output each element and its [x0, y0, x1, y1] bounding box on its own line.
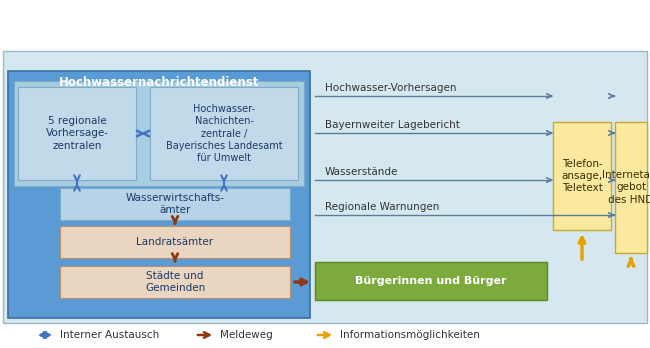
Text: Städte und
Gemeinden: Städte und Gemeinden	[145, 271, 205, 293]
Text: Informationsmöglichkeiten: Informationsmöglichkeiten	[340, 330, 480, 340]
Text: Wasserstände: Wasserstände	[325, 167, 398, 177]
Bar	[3, 51, 647, 323]
Bar	[60, 226, 290, 258]
Text: Hochwasser-
Nachichten-
zentrale /
Bayerisches Landesamt
für Umwelt: Hochwasser- Nachichten- zentrale / Bayer…	[166, 104, 282, 163]
Text: Hochwassernachrichtendienst: Hochwassernachrichtendienst	[58, 77, 259, 89]
Text: Wasserwirtschafts-
ämter: Wasserwirtschafts- ämter	[125, 193, 224, 215]
Text: Internetan-
gebot
des HND: Internetan- gebot des HND	[602, 170, 650, 205]
Bar	[315, 262, 547, 300]
Text: Telefon-
ansage,
Teletext: Telefon- ansage, Teletext	[562, 159, 603, 193]
Bar	[18, 87, 136, 180]
Bar	[553, 122, 611, 230]
Bar	[14, 81, 304, 186]
Text: Bayernweiter Lagebericht: Bayernweiter Lagebericht	[325, 120, 460, 130]
Bar	[8, 71, 310, 318]
Text: Landratsämter: Landratsämter	[136, 237, 214, 247]
Text: Interner Austausch: Interner Austausch	[60, 330, 159, 340]
Text: 5 regionale
Vorhersage-
zentralen: 5 regionale Vorhersage- zentralen	[46, 116, 109, 151]
Bar	[60, 266, 290, 298]
Text: Regionale Warnungen: Regionale Warnungen	[325, 202, 439, 212]
Text: Hochwasser-Vorhersagen: Hochwasser-Vorhersagen	[325, 83, 456, 93]
Text: Bürgerinnen und Bürger: Bürgerinnen und Bürger	[356, 276, 507, 286]
Text: Meldeweg: Meldeweg	[220, 330, 273, 340]
Bar	[150, 87, 298, 180]
Bar	[60, 188, 290, 220]
Bar	[615, 122, 647, 253]
